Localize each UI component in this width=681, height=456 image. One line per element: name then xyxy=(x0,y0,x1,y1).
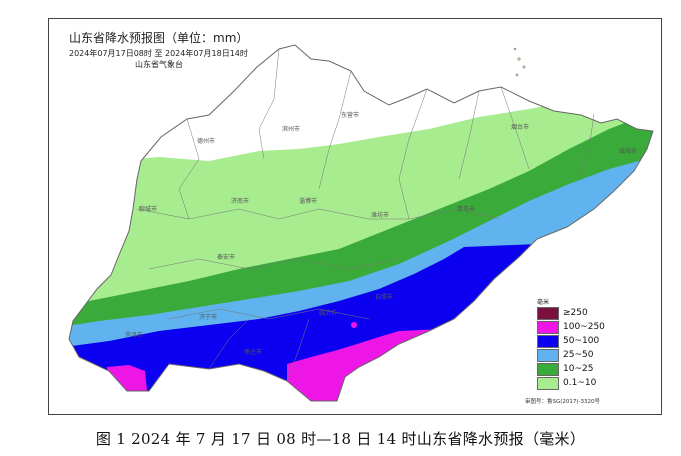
city-label: 滨州市 xyxy=(282,125,300,133)
legend-label: 100~250 xyxy=(563,322,605,332)
issuing-office: 山东省气象台 xyxy=(135,60,183,69)
legend-swatch xyxy=(537,306,559,320)
city-label: 威海市 xyxy=(619,147,637,155)
shandong-map: 德州市 滨州市 东营市 烟台市 威海市 聊城市 济南市 淄博市 潍坊市 青岛市 … xyxy=(68,44,654,402)
city-label: 临沂市 xyxy=(319,309,337,317)
legend-swatch xyxy=(537,320,559,334)
legend-item: 50~100 xyxy=(537,334,605,348)
city-label: 烟台市 xyxy=(511,123,529,131)
legend-swatch xyxy=(537,348,559,362)
city-boundaries xyxy=(136,48,595,382)
city-label: 日照市 xyxy=(375,293,393,301)
map-frame: 德州市 滨州市 东营市 烟台市 威海市 聊城市 济南市 淄博市 潍坊市 青岛市 … xyxy=(48,18,662,415)
map-title-block: 山东省降水预报图（单位：mm） 2024年07月17日08时 至 2024年07… xyxy=(69,31,248,70)
city-label: 青岛市 xyxy=(457,205,475,213)
legend-item: 25~50 xyxy=(537,348,605,362)
city-label: 泰安市 xyxy=(217,253,235,261)
city-label: 菏泽市 xyxy=(125,331,143,339)
city-label: 德州市 xyxy=(197,137,215,145)
legend-item: ≥250 xyxy=(537,306,605,320)
city-labels: 德州市 滨州市 东营市 烟台市 威海市 聊城市 济南市 淄博市 潍坊市 青岛市 … xyxy=(125,111,637,356)
city-label: 济南市 xyxy=(231,197,249,205)
legend-label: 0.1~10 xyxy=(563,378,597,388)
legend-swatch xyxy=(537,376,559,390)
city-label: 淄博市 xyxy=(299,197,317,205)
legend-swatch xyxy=(537,362,559,376)
legend-item: 100~250 xyxy=(537,320,605,334)
forecast-time-range: 2024年07月17日08时 至 2024年07月18日14时 xyxy=(69,49,248,58)
legend-label: 25~50 xyxy=(563,350,594,360)
legend-item: 0.1~10 xyxy=(537,376,605,390)
legend-label: 50~100 xyxy=(563,336,600,346)
map-title: 山东省降水预报图（单位：mm） xyxy=(69,31,249,45)
spot-100-250 xyxy=(351,322,357,328)
city-label: 东营市 xyxy=(341,111,359,119)
legend-label: ≥250 xyxy=(563,308,588,318)
legend-unit: 毫米 xyxy=(537,299,550,306)
islands xyxy=(513,47,526,77)
figure-caption: 图 1 2024 年 7 月 17 日 08 时—18 日 14 时山东省降水预… xyxy=(95,430,586,448)
approval-number: 审图号：鲁SG(2017)-3320号 xyxy=(525,399,601,405)
precipitation-legend: 毫米 ≥250 100~250 50~100 25~50 10~25 0.1~1… xyxy=(537,297,605,390)
city-label: 聊城市 xyxy=(139,205,157,213)
city-label: 枣庄市 xyxy=(244,348,262,356)
legend-item: 10~25 xyxy=(537,362,605,376)
legend-label: 10~25 xyxy=(563,364,594,374)
city-label: 潍坊市 xyxy=(371,211,389,219)
legend-swatch xyxy=(537,334,559,348)
city-label: 济宁市 xyxy=(199,313,217,321)
